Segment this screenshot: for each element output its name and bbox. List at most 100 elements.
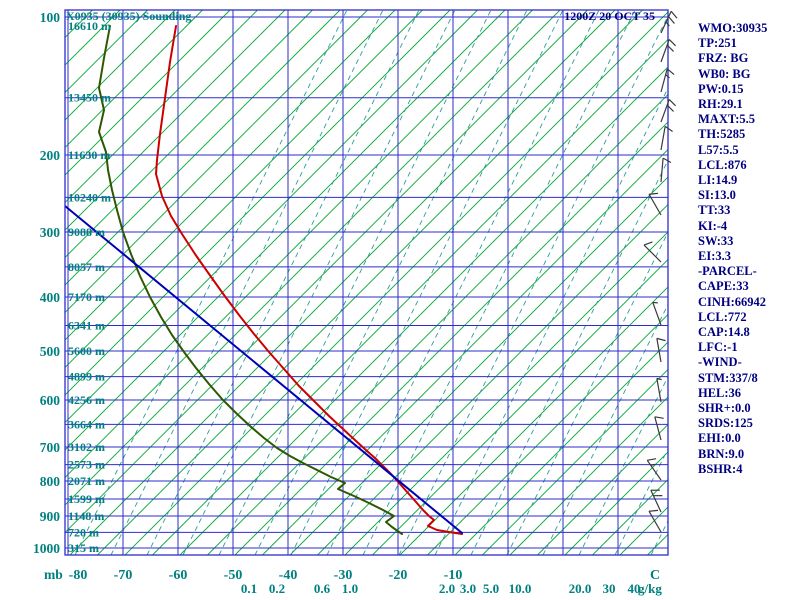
wind-barb-staff: [656, 338, 662, 363]
stat-line: CAP:14.8: [698, 325, 750, 340]
stat-line: EI:3.3: [698, 249, 731, 264]
stat-line: TH:5285: [698, 127, 746, 142]
stat-line: LI:14.9: [698, 173, 738, 188]
wind-barb-tick: [664, 125, 673, 132]
height-label: 13450 m: [68, 91, 111, 105]
chart-timestamp: 1200Z 20 OCT 35: [564, 9, 655, 23]
stat-line: CAPE:33: [698, 279, 749, 294]
stat-line: -WIND-: [698, 355, 742, 370]
wind-barb-staff: [643, 244, 662, 263]
wind-barb-halftick: [656, 377, 662, 381]
wind-barb-staff: [650, 489, 662, 513]
wind-barb-tick: [668, 39, 677, 47]
wind-barb-staff: [646, 459, 662, 481]
wind-barb-staff: [654, 416, 662, 441]
wind-barb-tick: [656, 337, 666, 342]
temperature-tick-label: -20: [389, 568, 408, 583]
stat-line: PW:0.15: [698, 81, 744, 96]
plot-area: [65, 10, 668, 555]
height-label: 11630 m: [68, 148, 110, 162]
wind-barb-tick: [666, 104, 674, 112]
stat-line: CINH:66942: [698, 294, 767, 309]
pressure-grid: [65, 16, 668, 549]
stat-line: EHI:0.0: [698, 431, 741, 446]
stat-line: LCL:876: [698, 157, 747, 172]
dewpoint-trace: [98, 25, 403, 535]
height-label: 3102 m: [68, 440, 105, 454]
mixing-ratio-tick-label: 0.6: [314, 581, 331, 596]
mixing-ratio-tick-label: 0.2: [269, 581, 285, 596]
pressure-axis-unit: mb: [44, 567, 63, 582]
mixing-ratio-unit: g/kg: [638, 581, 662, 596]
pressure-tick-label: 900: [40, 509, 61, 524]
temperature-tick-label: -50: [224, 568, 243, 583]
pressure-tick-label: 500: [40, 344, 61, 359]
temperature-trace: [155, 25, 463, 535]
pressure-tick-label: 1000: [33, 541, 60, 556]
wind-barb-staff: [648, 193, 662, 216]
isotherm-lines: [65, 10, 668, 555]
stat-line: SHR+:0.0: [698, 401, 751, 416]
temperature-tick-label: -80: [69, 568, 88, 583]
height-label: 8057 m: [68, 260, 105, 274]
height-label: 720 m: [68, 525, 99, 539]
wind-barb-halftick: [650, 463, 656, 466]
stat-line: LFC:-1: [698, 340, 738, 355]
mixing-ratio-tick-label: 40: [628, 581, 641, 596]
mixing-ratio-tick-label: 1.0: [342, 581, 358, 596]
wind-barb-staff: [652, 302, 662, 326]
wind-barb-tick: [666, 68, 675, 76]
wind-barb-tick: [666, 44, 674, 52]
stat-line: HEL:36: [698, 385, 742, 400]
stat-line: KI:-4: [698, 218, 728, 233]
height-label: 1148 m: [68, 509, 104, 523]
temperature-axis-unit: C: [650, 568, 660, 583]
pressure-tick-label: 400: [40, 290, 61, 305]
mixing-ratio-tick-label: 3.0: [460, 581, 476, 596]
stats-panel: WMO:30935 TP:251 FRZ: BG WB0: BG PW:0.15 RH:2…: [698, 21, 767, 477]
pressure-tick-label: 600: [40, 393, 61, 408]
height-label: 1599 m: [68, 492, 105, 506]
wind-barb-staff: [660, 39, 670, 63]
temperature-tick-label: -40: [279, 568, 298, 583]
pressure-tick-label: 300: [40, 225, 61, 240]
stat-line: TP:251: [698, 36, 737, 51]
pressure-tick-label: 800: [40, 474, 61, 489]
height-label: 2573 m: [68, 458, 105, 472]
mixing-ratio-tick-label: 10.0: [509, 581, 532, 596]
height-label: 4256 m: [68, 393, 105, 407]
mixing-ratio-tick-label: 20.0: [569, 581, 592, 596]
chart-title: X0935 (30935) Sounding: [66, 9, 192, 23]
wind-barb-staff: [660, 158, 664, 183]
stat-line: SW:33: [698, 233, 734, 248]
stat-line: BRN:9.0: [698, 446, 745, 461]
height-label: 6341 m: [68, 319, 105, 333]
wind-barb-tick: [648, 192, 659, 195]
height-label: 2071 m: [68, 474, 105, 488]
pressure-tick-label: 100: [40, 10, 61, 25]
stat-line: L57:5.5: [698, 142, 739, 157]
stat-line: LCL:772: [698, 309, 747, 324]
wind-barb-tick: [647, 458, 657, 461]
stat-line: FRZ: BG: [698, 51, 749, 66]
height-label: 9088 m: [68, 225, 105, 239]
stat-line: MAXT:5.5: [698, 112, 756, 127]
wind-barb-tick: [648, 509, 659, 512]
chart-border: [64, 9, 669, 556]
temperature-tick-label: -60: [169, 568, 188, 583]
mixing-ratio-tick-label: 5.0: [483, 581, 499, 596]
mixing-ratio-tick-label: 2.0: [439, 581, 455, 596]
pressure-tick-label: 700: [40, 440, 61, 455]
stat-line: STM:337/8: [698, 370, 758, 385]
mixing-ratio-tick-label: 30: [603, 581, 616, 596]
pressure-tick-label: 200: [40, 148, 61, 163]
wind-barbs: [643, 10, 678, 533]
wind-barb-staff: [660, 68, 668, 93]
height-label: 5600 m: [68, 344, 105, 358]
mixing-ratio-lines: [74, 10, 668, 555]
stat-line: WB0: BG: [698, 66, 751, 81]
wind-barb-tick: [670, 10, 678, 19]
mixing-ratio-tick-label: 0.1: [241, 581, 257, 596]
height-label: 315 m: [68, 541, 99, 555]
